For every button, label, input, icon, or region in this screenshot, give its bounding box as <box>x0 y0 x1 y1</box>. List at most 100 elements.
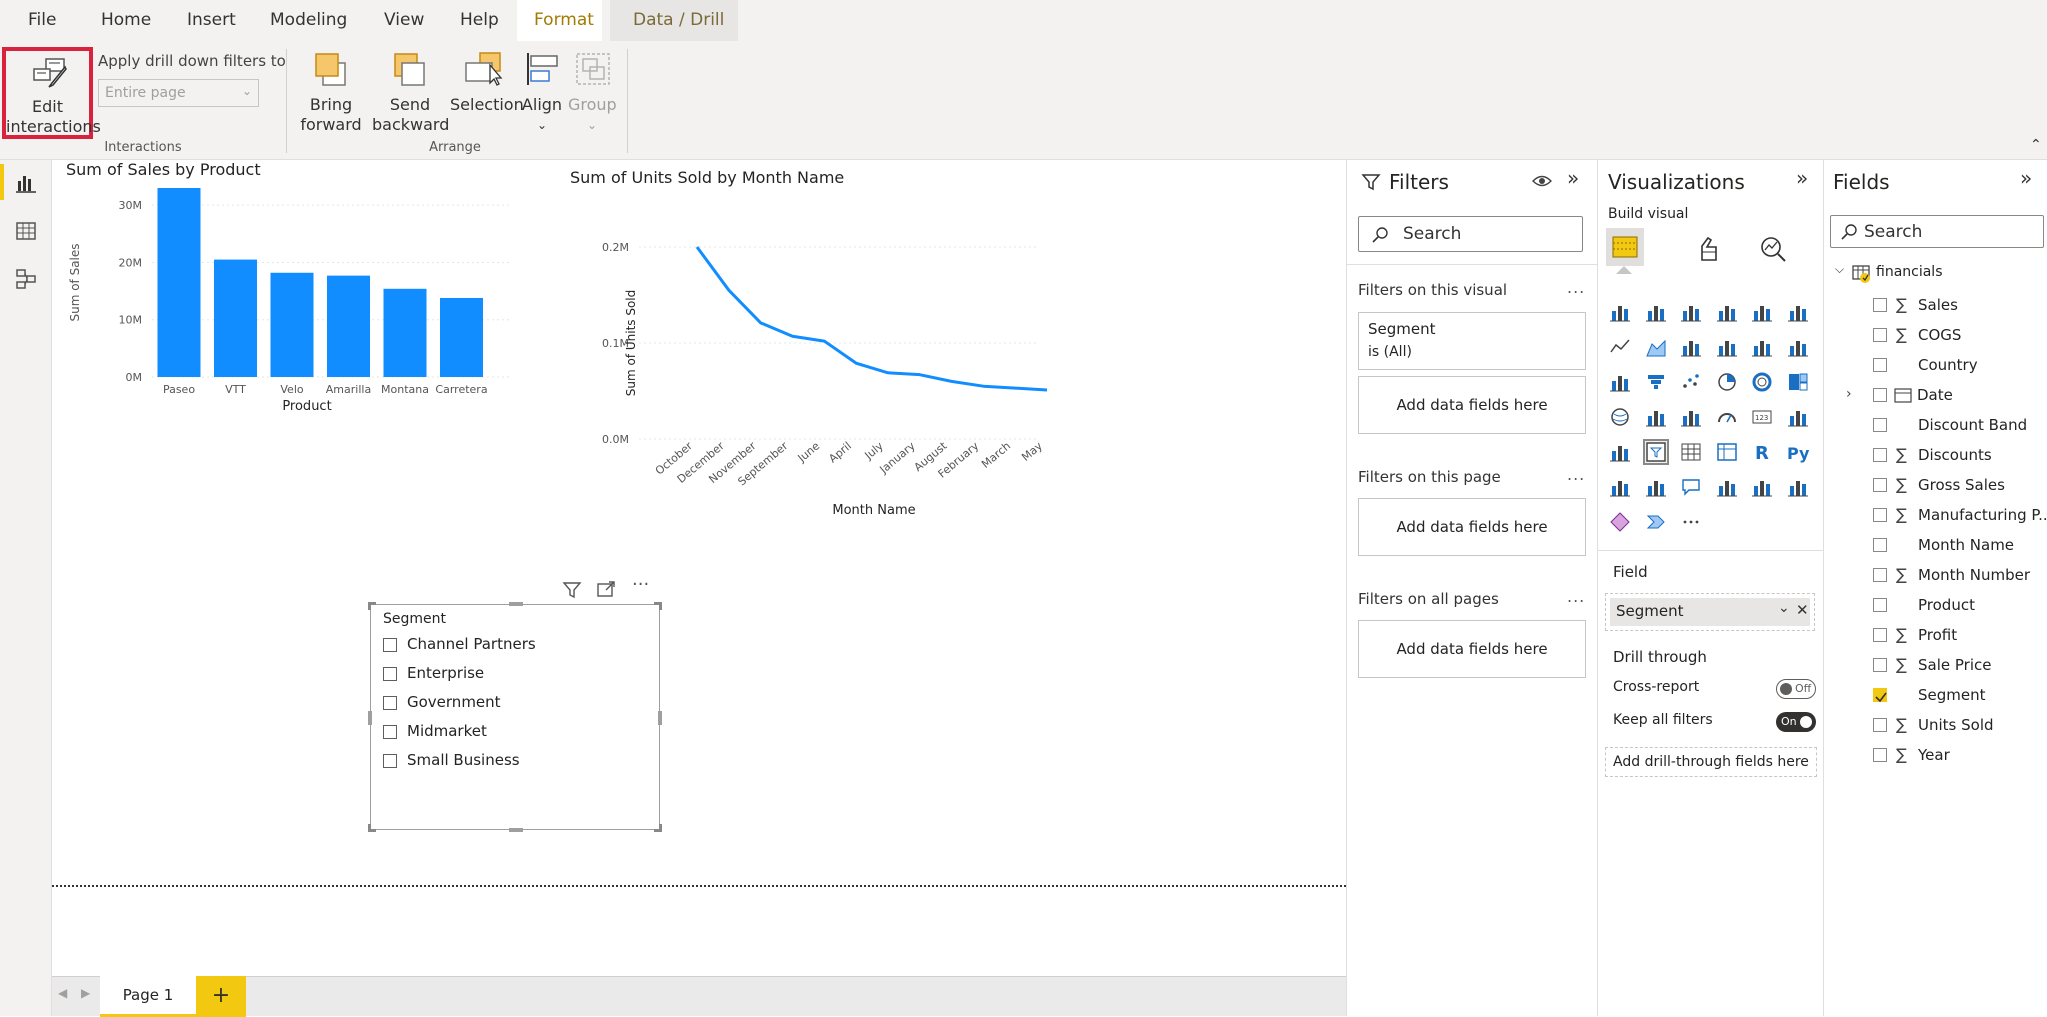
power-apps-icon[interactable] <box>1609 511 1631 533</box>
field-item[interactable]: Country <box>1824 353 2047 379</box>
resize-handle[interactable] <box>658 711 662 725</box>
remove-field-icon[interactable]: ✕ <box>1796 601 1809 619</box>
add-visual-filter-well[interactable]: Add data fields here <box>1358 376 1586 434</box>
table-name[interactable]: financials <box>1876 264 1943 280</box>
more-options-icon[interactable]: ... <box>1567 587 1586 606</box>
add-all-pages-filter-well[interactable]: Add data fields here <box>1358 620 1586 678</box>
resize-handle[interactable] <box>368 711 372 725</box>
field-item[interactable]: Product <box>1824 593 2047 619</box>
collapse-ribbon-icon[interactable]: ⌃ <box>2030 137 2042 153</box>
collapse-fields-icon[interactable]: » <box>2020 166 2033 190</box>
resize-handle[interactable] <box>509 602 523 606</box>
resize-handle[interactable] <box>509 828 523 832</box>
key-influencers-icon[interactable] <box>1609 476 1631 498</box>
stacked-area-chart-icon[interactable] <box>1680 336 1702 358</box>
field-checkbox[interactable] <box>1873 538 1887 552</box>
field-item[interactable]: › Date <box>1824 383 2047 409</box>
align-button[interactable]: Align ⌄ <box>518 51 566 141</box>
field-item[interactable]: ∑ COGS <box>1824 323 2047 349</box>
report-view-icon[interactable] <box>15 172 37 194</box>
add-page-filter-well[interactable]: Add data fields here <box>1358 498 1586 556</box>
filled-map-icon[interactable] <box>1645 406 1667 428</box>
more-visuals-icon[interactable] <box>1680 511 1702 533</box>
group-button[interactable]: Group ⌄ <box>568 51 617 141</box>
menu-help[interactable]: Help <box>460 10 499 30</box>
stacked-column-chart-icon[interactable] <box>1645 301 1667 323</box>
analytics-icon[interactable] <box>1758 234 1788 264</box>
menu-format[interactable]: Format <box>534 10 594 30</box>
field-checkbox[interactable] <box>1873 388 1887 402</box>
collapse-visualizations-icon[interactable]: » <box>1796 166 1809 190</box>
fields-search-input[interactable]: Search <box>1830 215 2044 248</box>
r-visual-icon[interactable]: R <box>1751 441 1773 464</box>
slicer-icon[interactable] <box>1642 439 1669 465</box>
chevron-down-icon[interactable]: ⌄ <box>1778 600 1790 616</box>
field-item[interactable]: ∑ Units Sold <box>1824 713 2047 739</box>
menu-insert[interactable]: Insert <box>187 10 236 30</box>
field-checkbox[interactable] <box>1873 418 1887 432</box>
slicer-checkbox[interactable] <box>383 754 397 768</box>
slicer-checkbox[interactable] <box>383 638 397 652</box>
field-checkbox[interactable] <box>1873 478 1887 492</box>
resize-handle[interactable] <box>654 824 662 832</box>
slicer-item[interactable]: Government <box>383 691 633 715</box>
field-item[interactable]: ∑ Manufacturing P... <box>1824 503 2047 529</box>
metrics-icon[interactable] <box>1787 476 1809 498</box>
shape-map-icon[interactable] <box>1680 406 1702 428</box>
slicer-checkbox[interactable] <box>383 725 397 739</box>
segment-filter-card[interactable]: Segment is (All) <box>1358 312 1586 370</box>
field-checkbox[interactable] <box>1873 598 1887 612</box>
segment-slicer[interactable]: Segment Channel Partners Enterprise Govern… <box>368 602 662 832</box>
field-checkbox[interactable] <box>1873 508 1887 522</box>
slicer-item[interactable]: Midmarket <box>383 720 633 744</box>
ribbon-chart-icon[interactable] <box>1787 336 1809 358</box>
menu-file[interactable]: File <box>28 10 57 30</box>
100-stacked-bar-chart-icon[interactable] <box>1751 301 1773 323</box>
segment-field-pill[interactable]: Segment ⌄ ✕ <box>1610 598 1810 626</box>
smart-narrative-icon[interactable] <box>1716 476 1738 498</box>
field-checkbox[interactable] <box>1873 628 1887 642</box>
field-checkbox[interactable] <box>1873 448 1887 462</box>
send-backward-button[interactable]: Send backward <box>372 51 449 141</box>
chevron-down-icon[interactable]: ⌵ <box>1835 262 1845 276</box>
bar-chart-visual[interactable]: Sum of Sales by Product 30M 20M 10M 0M Paseo… <box>52 160 512 500</box>
slicer-checkbox[interactable] <box>383 667 397 681</box>
field-checkbox[interactable] <box>1873 298 1887 312</box>
clustered-column-chart-icon[interactable] <box>1716 301 1738 323</box>
format-visual-icon[interactable] <box>1694 234 1724 264</box>
selection-button[interactable]: Selection <box>450 51 524 121</box>
more-options-icon[interactable]: ... <box>1567 465 1586 484</box>
area-chart-icon[interactable] <box>1645 336 1667 358</box>
menu-home[interactable]: Home <box>101 10 152 30</box>
tab-page-1[interactable]: Page 1 <box>100 976 196 1017</box>
keep-filters-toggle[interactable]: On <box>1776 712 1816 732</box>
paginated-report-icon[interactable] <box>1751 476 1773 498</box>
add-page-button[interactable]: + <box>196 976 246 1017</box>
slicer-checkbox[interactable] <box>383 696 397 710</box>
build-visual-tab[interactable] <box>1606 228 1644 266</box>
pie-chart-icon[interactable] <box>1716 371 1738 393</box>
map-icon[interactable] <box>1609 406 1631 428</box>
field-item[interactable]: ∑ Month Number <box>1824 563 2047 589</box>
focus-mode-icon[interactable] <box>596 580 616 600</box>
line-stacked-column-icon[interactable] <box>1751 336 1773 358</box>
slicer-item[interactable]: Enterprise <box>383 662 633 686</box>
cross-report-toggle[interactable]: Off <box>1776 679 1816 699</box>
more-options-icon[interactable]: ··· <box>632 574 650 595</box>
field-checkbox[interactable] <box>1873 688 1887 703</box>
menu-modeling[interactable]: Modeling <box>270 10 348 30</box>
decomposition-tree-icon[interactable] <box>1645 476 1667 498</box>
data-view-icon[interactable] <box>15 220 37 242</box>
field-item[interactable]: Discount Band <box>1824 413 2047 439</box>
filter-icon[interactable] <box>562 580 582 600</box>
field-checkbox[interactable] <box>1873 748 1887 762</box>
kpi-icon[interactable] <box>1609 441 1631 463</box>
more-options-icon[interactable]: ... <box>1567 278 1586 297</box>
field-checkbox[interactable] <box>1873 328 1887 342</box>
qa-icon[interactable] <box>1680 476 1702 498</box>
collapse-filters-icon[interactable]: » <box>1567 166 1580 190</box>
filters-search-input[interactable]: Search <box>1358 216 1583 252</box>
field-checkbox[interactable] <box>1873 568 1887 582</box>
slicer-item[interactable]: Small Business <box>383 749 633 773</box>
field-item[interactable]: ∑ Discounts <box>1824 443 2047 469</box>
